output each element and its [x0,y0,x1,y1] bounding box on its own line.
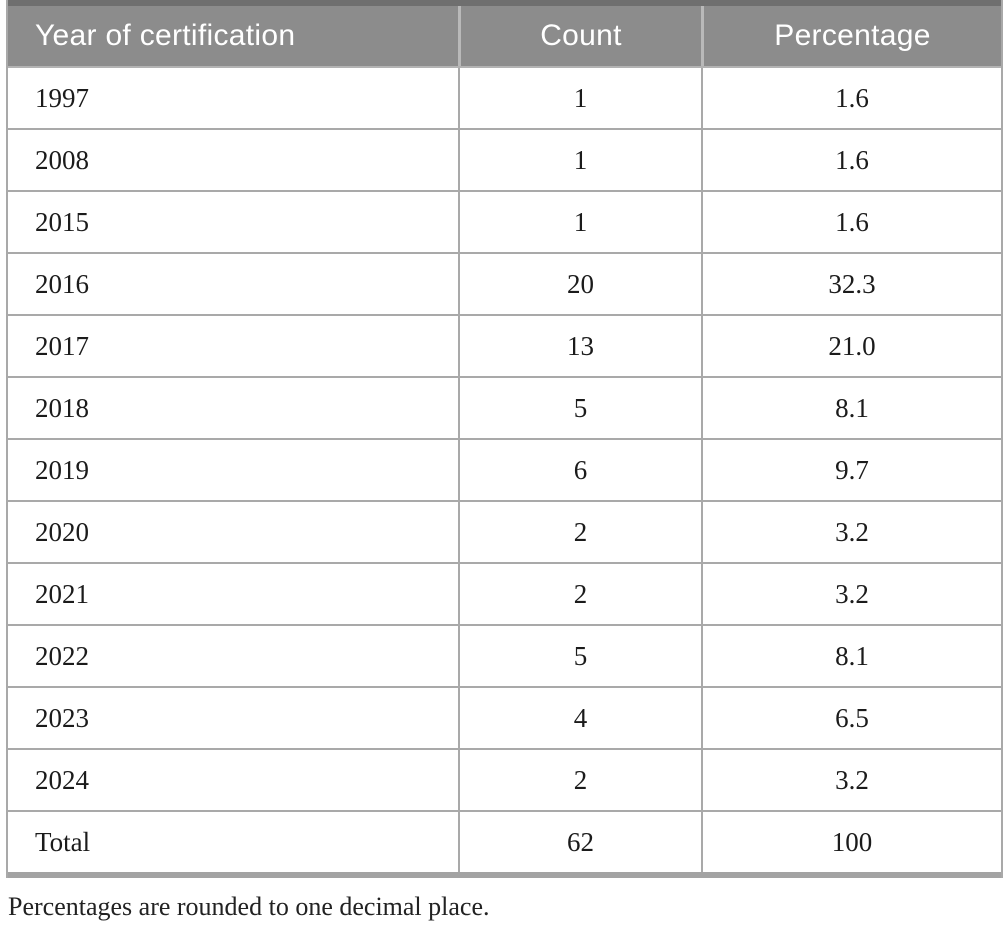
count-cell: 13 [458,316,701,376]
column-header-year-of-certification: Year of certification [35,19,296,52]
count-cell: 4 [458,688,701,748]
percentage-cell: 6.5 [701,688,1001,748]
percentage-cell: 3.2 [701,750,1001,810]
year-cell: 2018 [35,392,89,423]
percentage-cell: 100 [701,812,1001,872]
table-row: 1997 1 1.6 [8,66,1001,128]
year-cell: 2017 [35,330,89,361]
percentage-cell: 1.6 [701,130,1001,190]
count-cell: 1 [458,130,701,190]
percentage-cell: 9.7 [701,440,1001,500]
table-row: 2020 2 3.2 [8,500,1001,562]
count-cell: 2 [458,564,701,624]
year-cell: 2015 [35,206,89,237]
certification-year-table: Year of certification Count Percentage 1… [6,0,1003,878]
percentage-cell: 32.3 [701,254,1001,314]
year-cell: 2016 [35,268,89,299]
year-cell: 2021 [35,578,89,609]
count-cell: 62 [458,812,701,872]
table-row: 2017 13 21.0 [8,314,1001,376]
count-cell: 20 [458,254,701,314]
table-row: 2022 5 8.1 [8,624,1001,686]
count-cell: 2 [458,750,701,810]
column-header-count: Count [458,6,701,66]
count-cell: 1 [458,192,701,252]
year-cell: 2019 [35,454,89,485]
table-bottom-rule [8,872,1001,878]
year-cell: 1997 [35,82,89,113]
count-cell: 5 [458,378,701,438]
table-row: 2021 2 3.2 [8,562,1001,624]
year-cell: 2022 [35,640,89,671]
count-cell: 2 [458,502,701,562]
table-row: 2016 20 32.3 [8,252,1001,314]
year-cell: 2024 [35,764,89,795]
percentage-cell: 3.2 [701,564,1001,624]
table-row: 2019 6 9.7 [8,438,1001,500]
table-row: 2024 2 3.2 [8,748,1001,810]
percentage-cell: 8.1 [701,626,1001,686]
column-header-percentage: Percentage [701,6,1001,66]
table-row: 2023 4 6.5 [8,686,1001,748]
percentage-cell: 3.2 [701,502,1001,562]
year-cell: 2023 [35,702,89,733]
table-header-row: Year of certification Count Percentage [8,6,1001,66]
table-row: Total 62 100 [8,810,1001,872]
table-row: 2008 1 1.6 [8,128,1001,190]
year-cell: Total [35,826,91,857]
count-cell: 1 [458,68,701,128]
year-cell: 2020 [35,516,89,547]
count-cell: 6 [458,440,701,500]
percentage-cell: 1.6 [701,68,1001,128]
table-row: 2018 5 8.1 [8,376,1001,438]
percentage-cell: 1.6 [701,192,1001,252]
percentage-cell: 21.0 [701,316,1001,376]
percentage-cell: 8.1 [701,378,1001,438]
table-top-rule [8,0,1001,6]
table-body: 1997 1 1.6 2008 1 1.6 2015 1 1.6 2016 20… [8,66,1001,872]
year-cell: 2008 [35,144,89,175]
count-cell: 5 [458,626,701,686]
table-row: 2015 1 1.6 [8,190,1001,252]
table-footnote: Percentages are rounded to one decimal p… [8,892,490,921]
